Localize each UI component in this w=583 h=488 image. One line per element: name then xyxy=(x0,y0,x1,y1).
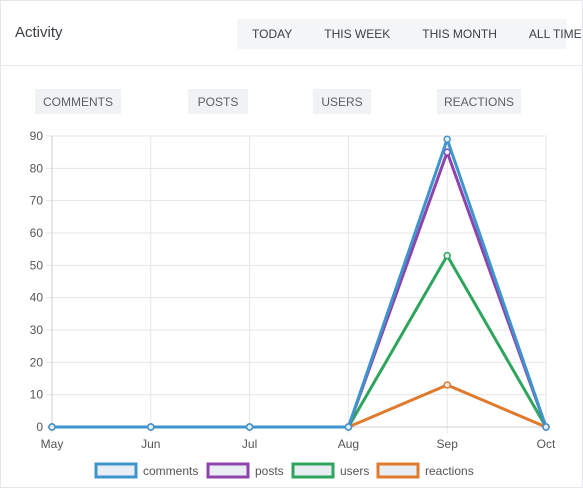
y-tick-label: 60 xyxy=(30,226,44,240)
data-point-comments xyxy=(245,423,254,431)
y-tick-label: 90 xyxy=(30,129,44,143)
data-point-comments xyxy=(443,135,451,143)
x-tick-label: Jul xyxy=(242,437,257,451)
y-tick-label: 10 xyxy=(30,388,44,402)
legend-label-posts: posts xyxy=(255,464,284,478)
legend-swatch-users xyxy=(291,462,335,479)
data-point-reactions xyxy=(443,381,451,389)
legend-label-users: users xyxy=(340,464,369,478)
series-line-posts xyxy=(52,150,548,429)
chart-axes: 0 10 20 30 40 50 60 70 80 90 May Jun Jul Aug Sep Oct xyxy=(30,129,556,451)
data-point-users xyxy=(443,251,451,260)
reactions-button[interactable]: REACTIONS xyxy=(437,89,521,114)
legend-label-comments: comments xyxy=(143,464,198,478)
x-tick-label: Sep xyxy=(437,437,459,451)
series-line-users xyxy=(52,254,548,429)
tab-all-time[interactable]: ALL TIME xyxy=(528,27,582,41)
x-tick-label: May xyxy=(41,437,64,451)
x-tick-label: Jun xyxy=(141,437,160,451)
y-tick-label: 20 xyxy=(30,355,44,369)
card-header: Activity TODAY THIS WEEK THIS MONTH ALL … xyxy=(1,1,582,66)
data-point-posts xyxy=(443,148,451,156)
y-tick-label: 50 xyxy=(30,258,44,272)
data-point-comments xyxy=(48,423,56,431)
data-point-comments xyxy=(542,423,550,431)
legend-swatch-reactions xyxy=(376,462,420,479)
chart-series xyxy=(48,135,550,431)
y-tick-label: 40 xyxy=(30,291,44,305)
legend-label-reactions: reactions xyxy=(425,464,474,478)
data-point-comments xyxy=(147,423,155,431)
comments-button[interactable]: COMMENTS xyxy=(35,89,121,114)
time-range-tabs: TODAY THIS WEEK THIS MONTH ALL TIME xyxy=(237,19,582,49)
chart-grid xyxy=(46,135,547,433)
y-tick-label: 80 xyxy=(30,161,44,175)
tab-this-month[interactable]: THIS MONTH xyxy=(422,27,497,41)
data-point-comments xyxy=(344,423,353,431)
chart-legend: comments posts users reactions xyxy=(94,462,474,479)
x-tick-label: Aug xyxy=(338,437,359,451)
x-tick-label: Oct xyxy=(537,437,556,451)
tab-today[interactable]: TODAY xyxy=(252,27,293,41)
legend-swatch-posts xyxy=(206,462,250,479)
y-tick-label: 30 xyxy=(30,323,44,337)
y-tick-label: 70 xyxy=(30,194,44,208)
series-line-reactions xyxy=(52,383,547,429)
users-button[interactable]: USERS xyxy=(313,89,371,114)
card-title: Activity xyxy=(15,24,63,41)
y-tick-label: 0 xyxy=(36,420,43,434)
legend-swatch-comments xyxy=(94,462,138,479)
posts-button[interactable]: POSTS xyxy=(188,89,248,114)
series-line-comments xyxy=(52,137,548,429)
tab-this-week[interactable]: THIS WEEK xyxy=(324,27,391,41)
